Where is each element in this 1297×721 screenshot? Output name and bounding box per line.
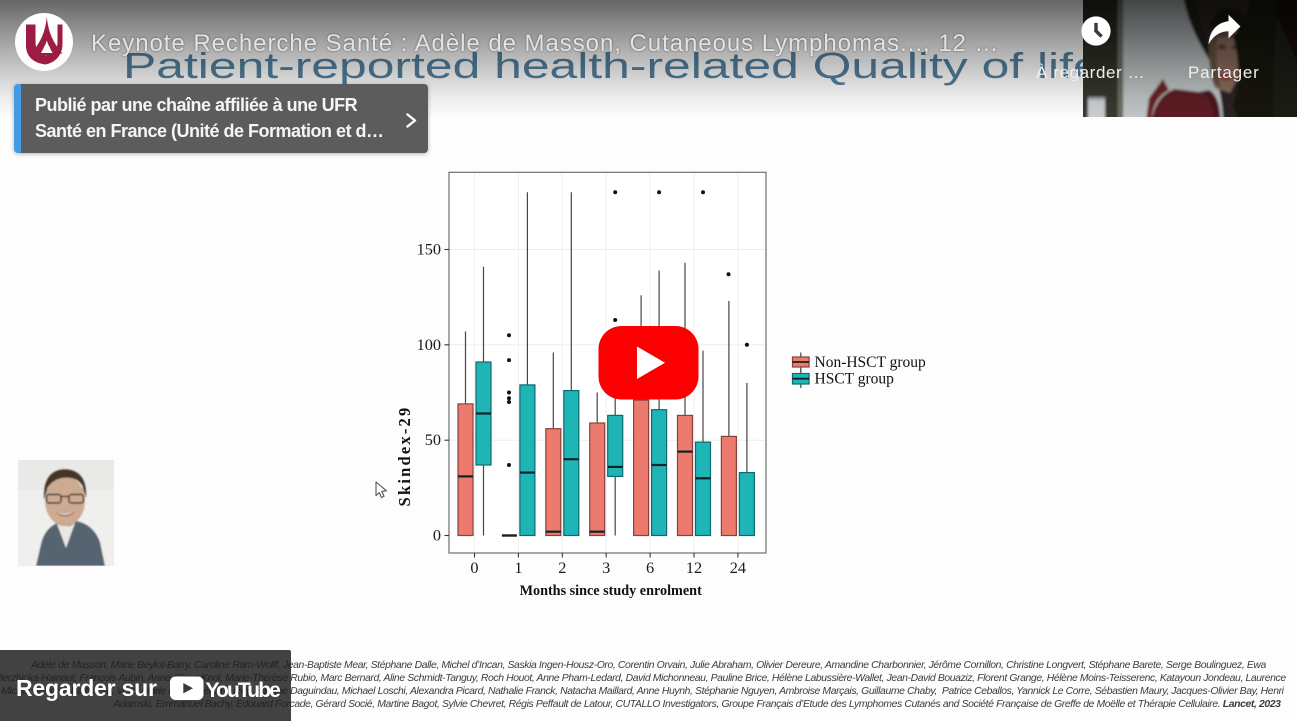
- svg-text:Skindex-29: Skindex-29: [395, 406, 414, 507]
- svg-text:50: 50: [425, 430, 441, 449]
- svg-text:150: 150: [417, 240, 441, 259]
- svg-text:0: 0: [433, 526, 441, 545]
- svg-text:Months since study enrolment: Months since study enrolment: [520, 583, 702, 599]
- svg-text:24: 24: [730, 558, 746, 577]
- svg-text:0: 0: [470, 558, 478, 577]
- svg-text:6: 6: [646, 558, 654, 577]
- svg-text:12: 12: [686, 558, 702, 577]
- svg-text:2: 2: [558, 558, 566, 577]
- svg-text:1: 1: [514, 558, 522, 577]
- svg-text:HSCT group: HSCT group: [815, 371, 895, 388]
- svg-text:YouTube: YouTube: [206, 679, 281, 701]
- svg-text:3: 3: [602, 558, 610, 577]
- svg-text:Non-HSCT group: Non-HSCT group: [815, 354, 926, 371]
- svg-text:100: 100: [417, 335, 441, 354]
